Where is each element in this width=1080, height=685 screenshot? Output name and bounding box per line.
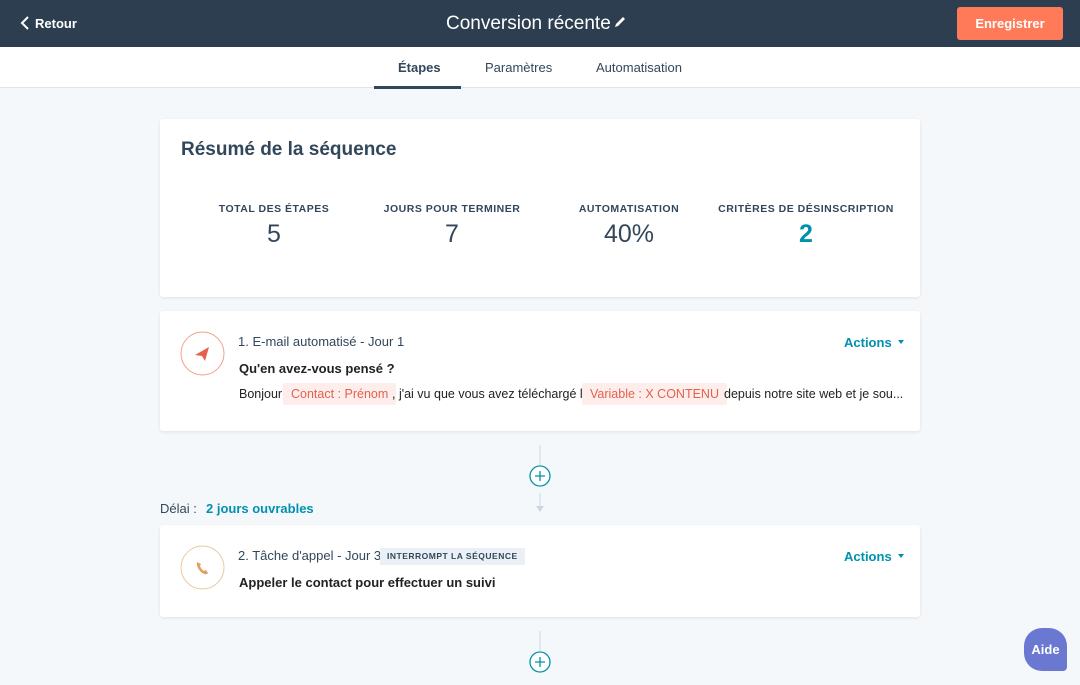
connector: [529, 631, 551, 673]
personalization-token: Variable : X CONTENU: [582, 383, 727, 405]
step-label: 1. E-mail automatisé - Jour 1: [238, 334, 405, 349]
stat-value[interactable]: 2: [799, 220, 813, 248]
email-icon: [180, 331, 225, 376]
tab[interactable]: Automatisation: [596, 60, 682, 75]
step-card: [160, 311, 920, 431]
stat-value: 5: [267, 220, 281, 248]
stat-label: CRITÈRES DE DÉSINSCRIPTION: [718, 203, 894, 215]
step-label: 2. Tâche d'appel - Jour 3: [238, 548, 382, 563]
stat-label: AUTOMATISATION: [578, 203, 680, 215]
back-button[interactable]: Retour: [35, 16, 77, 31]
active-tab-indicator: [374, 86, 461, 89]
stat-label: TOTAL DES ÉTAPES: [218, 203, 330, 215]
delay-label: Délai :: [160, 501, 197, 516]
email-text: , j'ai vu que vous avez téléchargé le: [392, 387, 590, 401]
connector: [529, 445, 551, 512]
email-text: Bonjour: [239, 387, 283, 401]
tab[interactable]: Étapes: [398, 60, 441, 75]
actions-menu[interactable]: Actions: [844, 335, 904, 350]
stat-label: JOURS POUR TERMINER: [383, 203, 521, 215]
actions-menu[interactable]: Actions: [844, 549, 904, 564]
stat-value: 7: [445, 220, 459, 248]
call-icon: [180, 545, 225, 590]
badge: INTERROMPT LA SÉQUENCE: [380, 548, 525, 565]
tab-bar: [0, 47, 1080, 88]
help-button[interactable]: Aide: [1024, 628, 1067, 671]
edit-icon[interactable]: [613, 15, 627, 29]
back-icon[interactable]: [19, 15, 31, 31]
task-title: Appeler le contact pour effectuer un sui…: [239, 575, 496, 590]
summary-card: [160, 119, 920, 297]
step-card: [160, 525, 920, 617]
sequence-title: Conversion récente: [446, 13, 611, 34]
save-button[interactable]: Enregistrer: [957, 7, 1063, 40]
email-subject: Qu'en avez-vous pensé ?: [239, 361, 395, 376]
summary-title: Résumé de la séquence: [181, 139, 397, 160]
stat-value: 40%: [603, 220, 655, 248]
delay-value[interactable]: 2 jours ouvrables: [206, 501, 314, 516]
personalization-token: Contact : Prénom: [283, 383, 397, 405]
tab[interactable]: Paramètres: [485, 60, 553, 75]
top-bar: [0, 0, 1080, 47]
email-text: depuis notre site web et je sou...: [724, 387, 904, 401]
